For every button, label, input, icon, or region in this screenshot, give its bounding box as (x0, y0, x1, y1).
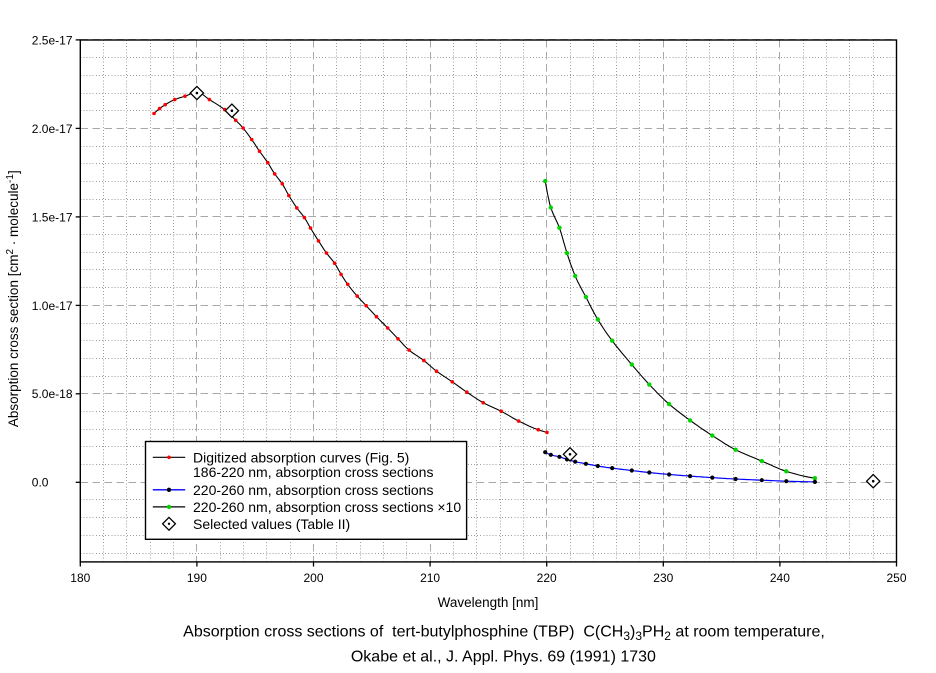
svg-text:220: 220 (537, 571, 557, 585)
svg-text:2.0e-17: 2.0e-17 (32, 122, 73, 136)
svg-text:240: 240 (770, 571, 790, 585)
svg-text:1.0e-17: 1.0e-17 (32, 299, 73, 313)
svg-text:250: 250 (886, 571, 906, 585)
svg-text:0.0: 0.0 (32, 476, 49, 490)
svg-text:230: 230 (653, 571, 673, 585)
svg-text:Digitized absorption curves (F: Digitized absorption curves (Fig. 5) (193, 449, 409, 465)
svg-text:186-220 nm, absorption cross s: 186-220 nm, absorption cross sections (193, 464, 433, 480)
svg-text:180: 180 (70, 571, 90, 585)
svg-text:220-260 nm, absorption cross s: 220-260 nm, absorption cross sections (193, 482, 433, 498)
svg-text:Okabe et al., J. Appl. Phys. 6: Okabe et al., J. Appl. Phys. 69 (1991) 1… (351, 649, 656, 666)
svg-text:Absorption cross sections of: Absorption cross sections of tert-butylp… (183, 623, 825, 643)
svg-text:5.0e-18: 5.0e-18 (32, 387, 73, 401)
svg-text:Selected values (Table II): Selected values (Table II) (193, 516, 350, 532)
svg-text:200: 200 (303, 571, 323, 585)
svg-text:190: 190 (187, 571, 207, 585)
svg-text:1.5e-17: 1.5e-17 (32, 210, 73, 224)
svg-text:Wavelength [nm]: Wavelength [nm] (438, 595, 539, 610)
svg-text:2.5e-17: 2.5e-17 (32, 33, 73, 47)
svg-text:220-260 nm, absorption cross s: 220-260 nm, absorption cross sections ×1… (193, 499, 461, 515)
svg-text:210: 210 (420, 571, 440, 585)
svg-text:Absorption cross section [cm2: Absorption cross section [cm2 · molecule… (5, 170, 21, 427)
